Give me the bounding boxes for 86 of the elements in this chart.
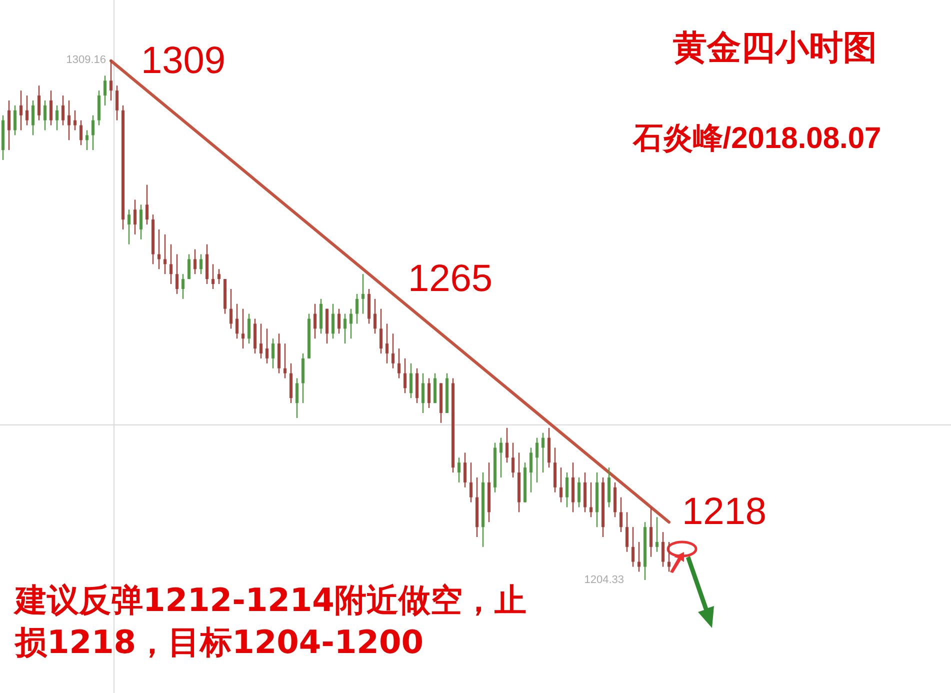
candlestick (62, 94, 64, 126)
candlestick (20, 90, 22, 131)
candlestick (140, 204, 142, 240)
candlestick (626, 512, 628, 552)
candlestick (212, 264, 214, 290)
candlestick (68, 100, 70, 141)
candlestick (80, 120, 82, 146)
candlestick (314, 303, 316, 340)
candlestick (296, 378, 298, 419)
candlestick (44, 100, 46, 131)
candlestick (506, 427, 508, 464)
candlestick (242, 308, 244, 350)
candlestick (92, 114, 94, 151)
candlestick (344, 313, 346, 344)
candlestick (668, 541, 670, 572)
candlestick (128, 209, 130, 245)
candlestick (164, 234, 166, 275)
candlestick (218, 268, 220, 285)
candlestick (392, 333, 394, 369)
candlestick (536, 437, 538, 484)
candlestick (530, 447, 532, 493)
annotation: 1309 (141, 40, 226, 82)
candlestick (110, 59, 112, 102)
candlestick (560, 466, 562, 503)
candlestick (350, 308, 352, 340)
candlestick (662, 531, 664, 568)
candlestick (74, 110, 76, 131)
candlestick (542, 432, 544, 474)
candlestick (8, 100, 10, 151)
candlestick (422, 372, 424, 414)
candlestick (398, 348, 400, 379)
candlestick (620, 496, 622, 533)
candlestick (356, 293, 358, 324)
annotation: 1204.33 (584, 574, 624, 586)
candlestick (38, 84, 40, 121)
candlestick (578, 476, 580, 508)
candlestick (410, 362, 412, 399)
candlestick (338, 308, 340, 334)
candlestick (362, 273, 364, 314)
candlestick (404, 358, 406, 394)
text: 石炎峰/2018.08.07 (632, 122, 882, 155)
candlestick (266, 328, 268, 364)
candlestick (200, 254, 202, 275)
candlestick (188, 254, 190, 280)
candlestick (656, 516, 658, 552)
text: 1218 (682, 491, 767, 534)
text: 黄金四小时图 (673, 29, 877, 67)
candlestick (50, 90, 52, 126)
candlestick (32, 100, 34, 136)
candlestick (194, 248, 196, 275)
annotation: 1265 (408, 258, 493, 300)
candlestick (332, 303, 334, 340)
annotation: 1309.16 (66, 54, 106, 66)
candlestick (386, 323, 388, 364)
candlestick (248, 313, 250, 344)
candlestick (272, 338, 274, 369)
candlestick (230, 288, 232, 330)
candlestick (590, 482, 592, 518)
candlestick (86, 130, 88, 151)
candlestick (470, 462, 472, 503)
candlestick (566, 472, 568, 508)
candlestick (650, 506, 652, 558)
candlestick (632, 526, 634, 568)
candlestick (638, 541, 640, 572)
candlestick (236, 303, 238, 340)
candlestick (134, 199, 136, 236)
candlestick (170, 244, 172, 285)
candlestick (146, 184, 148, 226)
candlestick (26, 94, 28, 126)
candlestick (500, 437, 502, 478)
candlestick (56, 104, 58, 131)
candlestick (284, 342, 286, 379)
candlestick (182, 273, 184, 300)
candlestick (14, 104, 16, 136)
candlestick (158, 228, 160, 270)
candlestick (512, 442, 514, 478)
candlestick (464, 452, 466, 488)
candlestick (104, 75, 106, 106)
candlestick (380, 308, 382, 354)
candlestick (428, 378, 430, 409)
text: 建议反弹1212-1214附近做空，止损1218，目标1204-1200 (13, 581, 526, 661)
candlestick (260, 323, 262, 360)
candlestick (116, 84, 118, 121)
candlestick (374, 298, 376, 334)
candlestick (458, 457, 460, 484)
candlestick (176, 254, 178, 295)
